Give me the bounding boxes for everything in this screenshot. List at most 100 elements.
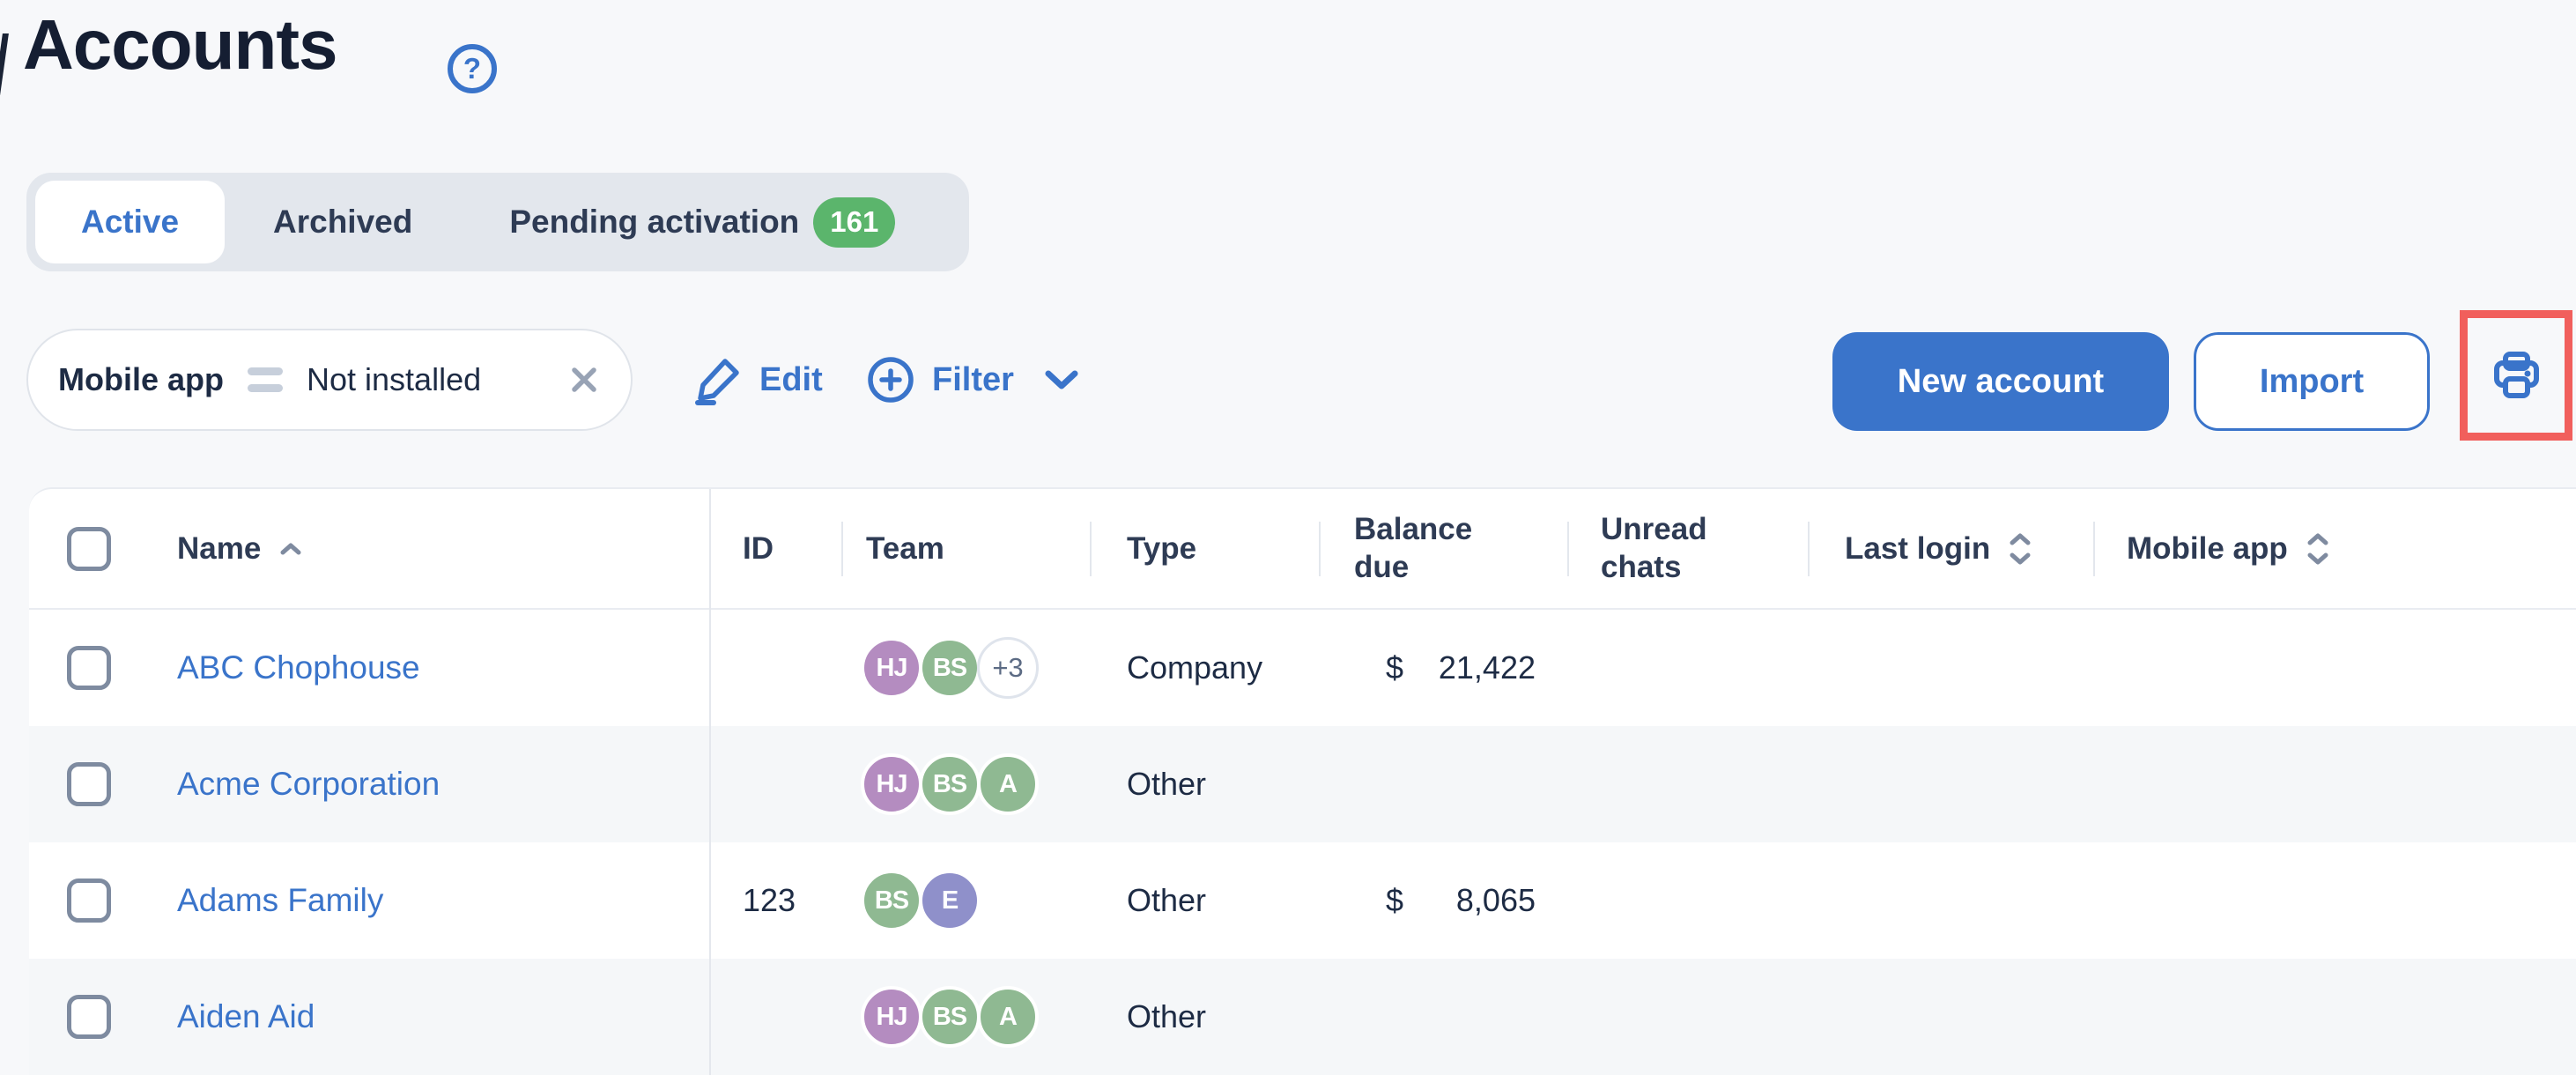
- last-login-cell: [1808, 726, 2093, 842]
- balance-amount: $21,422: [1386, 649, 1536, 686]
- account-id-cell: 123: [743, 882, 796, 918]
- account-name-link[interactable]: ABC Chophouse: [177, 649, 420, 686]
- account-name-link[interactable]: Acme Corporation: [177, 766, 440, 802]
- sort-icon: [2008, 530, 2032, 568]
- printer-icon: [2491, 350, 2542, 401]
- cropped-letter-artifact: [0, 33, 9, 95]
- last-login-cell: [1808, 610, 2093, 726]
- account-type-cell: Other: [1127, 766, 1207, 802]
- team-avatar[interactable]: HJ: [861, 637, 922, 699]
- account-name-cell: Aiden Aid: [141, 959, 709, 1075]
- row-select-cell: [29, 610, 141, 726]
- print-button[interactable]: [2481, 340, 2551, 411]
- table-row[interactable]: ABC Chophouse HJ BS +3 Company $21,422: [29, 610, 2576, 726]
- account-type-cell: Other: [1127, 998, 1207, 1034]
- unread-chats-cell: [1567, 959, 1808, 1075]
- filter-label: Filter: [932, 360, 1014, 398]
- tab-bar: Active Archived Pending activation 161: [26, 173, 969, 271]
- team-avatar[interactable]: E: [919, 870, 981, 931]
- tab-label: Archived: [273, 204, 413, 240]
- select-all-cell: [29, 489, 141, 608]
- row-checkbox[interactable]: [67, 762, 111, 806]
- column-header-balance-due[interactable]: Balance due: [1319, 489, 1567, 608]
- team-avatar[interactable]: HJ: [861, 753, 922, 815]
- column-header-unread-chats[interactable]: Unread chats: [1567, 489, 1808, 608]
- mobile-app-cell: [2093, 842, 2576, 959]
- column-header-type[interactable]: Type: [1090, 489, 1319, 608]
- row-checkbox[interactable]: [67, 995, 111, 1039]
- account-id-cell: [709, 726, 841, 842]
- pinned-column-divider: [709, 489, 711, 1075]
- select-all-checkbox[interactable]: [67, 526, 111, 571]
- plus-circle-icon: [867, 356, 914, 404]
- unread-chats-cell: [1567, 726, 1808, 842]
- balance-due-cell: [1319, 726, 1567, 842]
- team-avatar[interactable]: BS: [861, 870, 922, 931]
- table-row[interactable]: Acme Corporation HJ BS A Other: [29, 726, 2576, 842]
- tab-active[interactable]: Active: [35, 181, 225, 263]
- account-type-cell: Company: [1127, 649, 1263, 686]
- table-header: Name ID Team Type Balance due Unread cha…: [29, 489, 2576, 610]
- team-cell: HJ BS A: [841, 959, 1090, 1075]
- tab-pending-activation[interactable]: Pending activation 161: [461, 173, 944, 271]
- equals-icon: [248, 367, 283, 392]
- account-name-cell: Acme Corporation: [141, 726, 709, 842]
- team-avatar[interactable]: HJ: [861, 986, 922, 1048]
- account-name-cell: Adams Family: [141, 842, 709, 959]
- row-select-cell: [29, 726, 141, 842]
- account-id-cell: [709, 959, 841, 1075]
- account-name-link[interactable]: Adams Family: [177, 882, 384, 918]
- row-select-cell: [29, 959, 141, 1075]
- edit-label: Edit: [759, 360, 823, 398]
- mobile-app-cell: [2093, 610, 2576, 726]
- last-login-cell: [1808, 842, 2093, 959]
- add-filter-button[interactable]: Filter: [867, 329, 1081, 431]
- account-name-cell: ABC Chophouse: [141, 610, 709, 726]
- remove-filter-icon[interactable]: [567, 363, 601, 397]
- mobile-app-cell: [2093, 726, 2576, 842]
- team-cell: HJ BS A: [841, 726, 1090, 842]
- tab-label: Pending activation: [509, 204, 800, 240]
- sort-icon: [2306, 530, 2330, 568]
- import-button[interactable]: Import: [2194, 332, 2430, 431]
- pending-count-badge: 161: [813, 196, 896, 248]
- team-avatar[interactable]: A: [977, 986, 1039, 1048]
- balance-amount: $8,065: [1386, 882, 1536, 918]
- table-row[interactable]: Adams Family 123 BS E Other $8,065: [29, 842, 2576, 959]
- balance-due-cell: [1319, 959, 1567, 1075]
- chevron-down-icon: [1042, 367, 1081, 393]
- team-avatar[interactable]: BS: [919, 637, 981, 699]
- filter-chip-field: Mobile app: [58, 361, 224, 397]
- column-header-last-login[interactable]: Last login: [1808, 489, 2093, 608]
- team-avatar[interactable]: BS: [919, 753, 981, 815]
- column-header-team[interactable]: Team: [841, 489, 1090, 608]
- balance-due-cell: $8,065: [1319, 842, 1567, 959]
- filter-chip[interactable]: Mobile app Not installed: [26, 329, 633, 431]
- team-cell: HJ BS +3: [841, 610, 1090, 726]
- column-header-id[interactable]: ID: [743, 530, 774, 566]
- column-header-name[interactable]: Name: [141, 489, 709, 608]
- row-checkbox[interactable]: [67, 879, 111, 923]
- unread-chats-cell: [1567, 842, 1808, 959]
- team-avatar[interactable]: A: [977, 753, 1039, 815]
- team-avatar[interactable]: BS: [919, 986, 981, 1048]
- sort-asc-icon: [278, 541, 303, 557]
- new-account-button[interactable]: New account: [1832, 332, 2169, 431]
- account-type-cell: Other: [1127, 882, 1207, 918]
- table-body: ABC Chophouse HJ BS +3 Company $21,422 Acme Co…: [29, 610, 2576, 1075]
- team-overflow-avatar[interactable]: +3: [977, 637, 1039, 699]
- help-icon[interactable]: ?: [448, 44, 497, 93]
- account-id-cell: [709, 610, 841, 726]
- team-cell: BS E: [841, 842, 1090, 959]
- last-login-cell: [1808, 959, 2093, 1075]
- column-header-mobile-app[interactable]: Mobile app: [2093, 489, 2576, 608]
- account-name-link[interactable]: Aiden Aid: [177, 998, 315, 1034]
- accounts-table: Name ID Team Type Balance due Unread cha…: [29, 487, 2576, 1075]
- row-checkbox[interactable]: [67, 646, 111, 690]
- unread-chats-cell: [1567, 610, 1808, 726]
- edit-filters-button[interactable]: Edit: [694, 329, 823, 431]
- table-row[interactable]: Aiden Aid HJ BS A Other: [29, 959, 2576, 1075]
- page-title: Accounts: [23, 5, 337, 84]
- tab-archived[interactable]: Archived: [225, 173, 461, 271]
